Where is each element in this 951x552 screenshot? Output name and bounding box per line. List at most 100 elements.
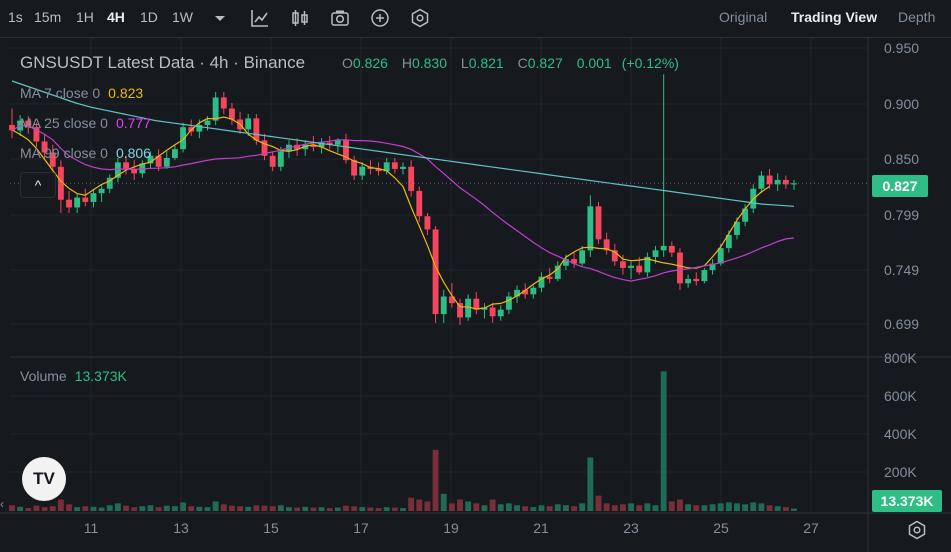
- change-value: 0.001: [576, 55, 612, 71]
- volume-bar: [9, 505, 15, 511]
- ma25-label: MA 25 close 0: [20, 115, 108, 131]
- candle-body: [310, 144, 317, 147]
- add-icon[interactable]: [369, 7, 391, 29]
- volume-bar: [514, 505, 520, 511]
- volume-bar: [155, 507, 162, 511]
- volume-bar: [734, 503, 740, 511]
- price-axis-label: 0.749: [884, 262, 919, 278]
- candle-body: [538, 276, 545, 288]
- timeframe-15m[interactable]: 15m: [34, 9, 62, 25]
- price-axis-label: 0.799: [884, 207, 919, 223]
- volume-bar: [220, 504, 227, 511]
- ma7-legend[interactable]: MA 7 close 0 0.823: [20, 85, 143, 101]
- collapse-legend-button[interactable]: ^: [20, 172, 56, 198]
- candle-body: [693, 278, 700, 282]
- date-axis-label: 21: [533, 520, 549, 536]
- close-label: C: [517, 55, 528, 71]
- ma99-legend[interactable]: MA 99 close 0 0.806: [20, 145, 151, 161]
- timeframe-1h[interactable]: 1H: [76, 9, 94, 25]
- candle-body: [302, 144, 309, 150]
- candle-body: [595, 206, 602, 240]
- tradingview-logo: TV: [22, 457, 66, 501]
- candle-body: [155, 155, 162, 167]
- candlestick-chart[interactable]: 0.950 0.900 0.850 0.799 0.749 0.699 800K 600K 40…: [0, 38, 951, 552]
- volume-bar: [660, 371, 667, 511]
- volume-bar: [302, 506, 309, 511]
- dropdown-caret-icon[interactable]: [209, 7, 231, 29]
- candle-body: [734, 221, 740, 235]
- volume-bar: [310, 507, 317, 511]
- candle-body: [489, 307, 496, 317]
- timeframe-1s[interactable]: 1s: [8, 9, 23, 25]
- candle-body: [660, 245, 667, 251]
- candle-body: [269, 155, 276, 167]
- timeframe-1d[interactable]: 1D: [140, 9, 158, 25]
- view-trading-view[interactable]: Trading View: [791, 9, 878, 25]
- candle-body: [628, 265, 635, 268]
- open-label: O: [342, 55, 353, 71]
- toolbar-divider: [0, 37, 951, 38]
- candle-style-icon[interactable]: [289, 7, 311, 29]
- date-axis-label: 13: [173, 520, 189, 536]
- volume-bar: [33, 505, 40, 511]
- volume-bar: [766, 505, 773, 511]
- screenshot-icon[interactable]: [329, 7, 351, 29]
- ma25-legend[interactable]: MA 25 close 0 0.777: [20, 115, 151, 131]
- candle-body: [432, 229, 439, 315]
- volume-bar: [367, 507, 374, 511]
- candle-body: [220, 97, 227, 109]
- candle-body: [318, 142, 325, 147]
- candle-body: [131, 168, 138, 174]
- candle-body: [114, 162, 121, 178]
- volume-bar: [17, 506, 24, 511]
- candle-body: [253, 118, 260, 141]
- timeframe-4h[interactable]: 4H: [107, 9, 125, 25]
- volume-bar: [579, 503, 586, 511]
- view-original[interactable]: Original: [719, 9, 768, 25]
- price-axis-label: 0.850: [884, 151, 919, 167]
- candle-body: [546, 276, 553, 279]
- chart-settings-icon[interactable]: [906, 519, 928, 541]
- indicator-icon[interactable]: [249, 7, 271, 29]
- volume-bar: [400, 508, 406, 511]
- candle-body: [180, 127, 186, 150]
- candle-body: [66, 199, 72, 208]
- candle-body: [562, 259, 569, 266]
- volume-bar: [774, 506, 781, 511]
- date-axis-label: 27: [803, 520, 819, 536]
- candle-body: [620, 261, 626, 268]
- volume-bar: [571, 506, 577, 511]
- high-value: 0.830: [411, 55, 447, 71]
- candle-body: [791, 183, 797, 185]
- settings-hex-icon[interactable]: [409, 7, 431, 29]
- volume-axis-label: 800K: [884, 350, 917, 366]
- volume-bar: [163, 505, 170, 511]
- candle-body: [98, 188, 105, 194]
- volume-bar: [139, 506, 146, 511]
- candle-body: [522, 289, 529, 295]
- candle-body: [9, 124, 15, 131]
- volume-bar: [416, 499, 423, 511]
- candle-body: [440, 296, 447, 315]
- candle-body: [579, 250, 586, 264]
- volume-bar: [473, 503, 480, 511]
- ma99-value: 0.806: [115, 145, 151, 161]
- volume-bar: [326, 508, 333, 511]
- volume-bar: [131, 507, 138, 511]
- candle-body: [383, 162, 390, 172]
- date-axis-label: 19: [443, 520, 459, 536]
- scroll-left-arrow[interactable]: ‹: [0, 497, 4, 511]
- current-volume-tag: 13.373K: [872, 490, 942, 512]
- volume-bar: [554, 504, 561, 511]
- volume-bar: [49, 506, 56, 511]
- volume-bar: [106, 505, 113, 511]
- volume-bar: [408, 497, 415, 511]
- candle-body: [685, 278, 692, 284]
- volume-bar: [359, 507, 366, 511]
- volume-bar: [562, 505, 569, 511]
- timeframe-1w[interactable]: 1W: [172, 9, 193, 25]
- view-depth[interactable]: Depth: [898, 9, 936, 25]
- volume-bar: [636, 505, 643, 511]
- candle-body: [123, 162, 129, 169]
- volume-bar: [677, 499, 683, 511]
